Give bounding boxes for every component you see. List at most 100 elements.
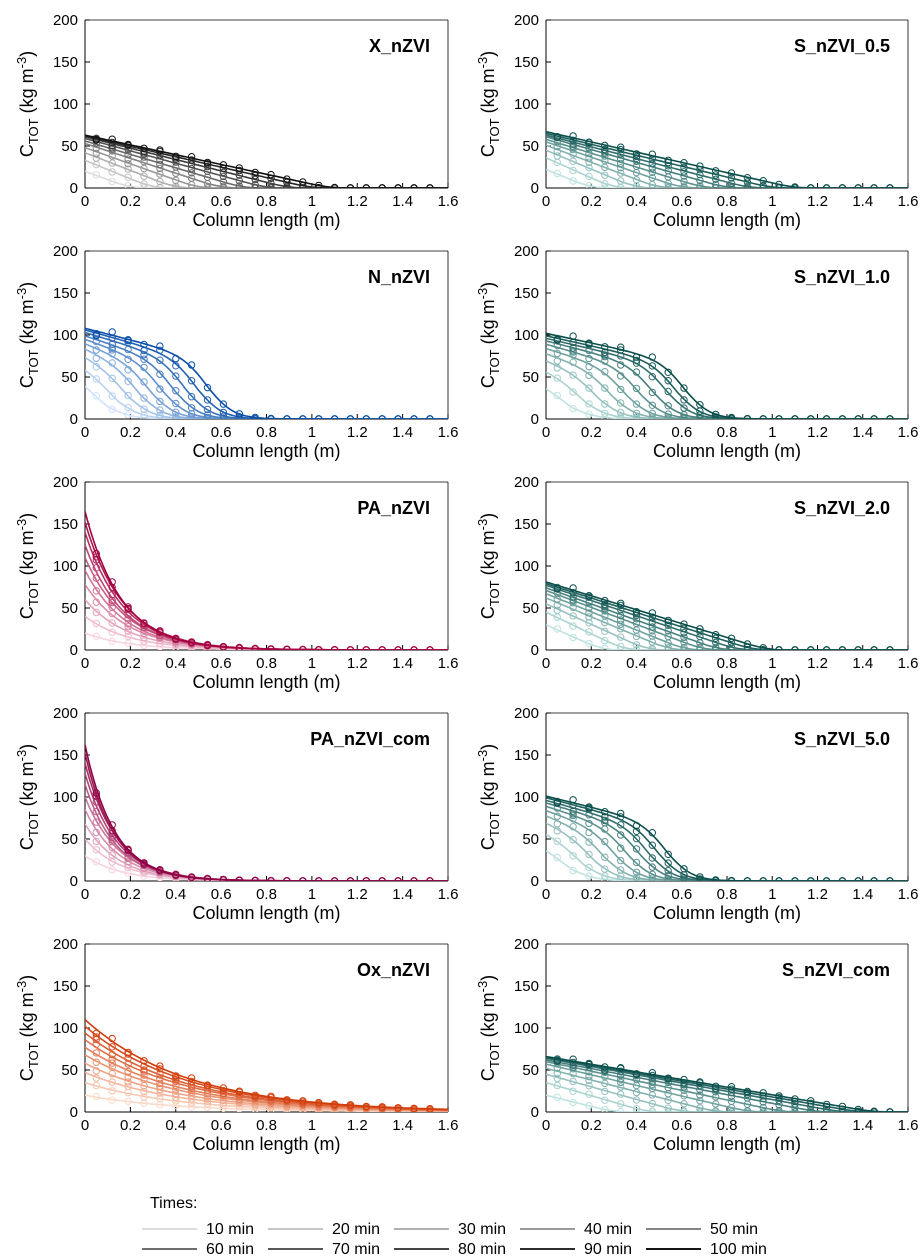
- data-point: [696, 1078, 704, 1086]
- data-point: [219, 1084, 228, 1092]
- data-point: [648, 841, 656, 849]
- data-point: [585, 819, 593, 828]
- data-point: [712, 175, 720, 184]
- data-point: [648, 353, 656, 361]
- data-point: [743, 178, 752, 186]
- data-point: [108, 1096, 116, 1104]
- data-point: [632, 1088, 641, 1097]
- data-point: [92, 619, 101, 628]
- x-tick-label: 0.8: [256, 424, 277, 441]
- data-point: [410, 877, 418, 881]
- data-point: [283, 182, 291, 188]
- data-point: [394, 415, 402, 419]
- data-point: [648, 627, 656, 635]
- data-point: [870, 1107, 878, 1112]
- data-point: [601, 171, 609, 180]
- y-tick-label: 200: [514, 705, 539, 722]
- x-tick-label: 1: [308, 655, 316, 672]
- data-point: [219, 168, 228, 177]
- data-point: [727, 184, 736, 188]
- y-tick-label: 200: [53, 474, 78, 491]
- data-point: [648, 632, 656, 640]
- data-point: [140, 619, 148, 627]
- data-point: [601, 644, 609, 650]
- data-point: [648, 362, 656, 370]
- data-point: [585, 1082, 593, 1090]
- data-point: [219, 161, 228, 169]
- y-tick-label: 100: [53, 789, 78, 806]
- data-point: [680, 404, 688, 412]
- series-group: [546, 581, 908, 650]
- data-point: [664, 627, 672, 635]
- data-point: [92, 136, 101, 144]
- data-point: [187, 393, 196, 401]
- data-point: [712, 1093, 720, 1101]
- data-point: [791, 183, 799, 188]
- x-tick-label: 1: [768, 1117, 776, 1134]
- data-point: [601, 384, 609, 392]
- panel-title: S_nZVI_1.0: [794, 267, 890, 287]
- chart-panel-5: 0 0.2 0.4 0.6 0.8 1 1.2 1.4 1.6 0 50 100 150 200 Colum…: [14, 474, 458, 692]
- data-point: [569, 866, 577, 875]
- data-point: [172, 372, 180, 380]
- data-point: [187, 638, 196, 646]
- data-point: [124, 182, 132, 188]
- data-point: [617, 616, 625, 624]
- x-tick-label: 1.4: [852, 193, 873, 210]
- data-point: [156, 164, 164, 173]
- data-point: [108, 596, 116, 605]
- data-point: [569, 1058, 577, 1067]
- data-point: [108, 590, 116, 599]
- data-point: [124, 1067, 132, 1076]
- data-point: [775, 1108, 783, 1112]
- data-point: [156, 1062, 164, 1070]
- data-point: [601, 1063, 609, 1071]
- data-point: [569, 852, 577, 860]
- data-point: [92, 846, 101, 854]
- data-point: [156, 146, 164, 154]
- y-tick-label: 150: [514, 285, 539, 302]
- series-line-3: [546, 822, 908, 881]
- y-tick-label: 0: [531, 873, 539, 890]
- data-point: [791, 1108, 799, 1112]
- data-point: [854, 646, 862, 650]
- data-point: [680, 163, 688, 172]
- data-point: [569, 347, 577, 355]
- y-axis-label: CTOT (kg m-3): [475, 51, 502, 157]
- data-point: [124, 336, 132, 345]
- data-point: [124, 391, 132, 400]
- y-tick-label: 150: [514, 516, 539, 533]
- data-point: [92, 789, 101, 797]
- data-point: [648, 168, 656, 177]
- data-point: [601, 1105, 609, 1112]
- data-point: [124, 377, 132, 385]
- data-point: [743, 182, 752, 188]
- data-point: [569, 344, 577, 352]
- data-point: [92, 818, 101, 826]
- data-point: [712, 410, 720, 419]
- data-point: [648, 829, 656, 837]
- x-tick-label: 0.6: [211, 193, 232, 210]
- data-point: [807, 415, 815, 419]
- series-line-5: [85, 796, 448, 881]
- series-line-9: [546, 582, 908, 650]
- data-point: [585, 1101, 593, 1110]
- data-point: [219, 408, 228, 417]
- legend-label-9: 90 min: [584, 1241, 632, 1258]
- data-point: [791, 1095, 799, 1103]
- chart-panel-2: 0 0.2 0.4 0.6 0.8 1 1.2 1.4 1.6 0 50 100 150 200 Colum…: [475, 12, 918, 230]
- data-point: [632, 821, 641, 830]
- data-point: [886, 184, 894, 188]
- series-group: [85, 511, 448, 650]
- x-tick-label: 1: [768, 655, 776, 672]
- data-point: [124, 869, 132, 877]
- data-point: [251, 645, 259, 650]
- x-tick-label: 0.8: [717, 886, 738, 903]
- data-point: [283, 175, 291, 183]
- data-point: [696, 162, 704, 170]
- data-point: [807, 1108, 815, 1112]
- series-line-6: [546, 138, 908, 188]
- data-point: [330, 877, 339, 881]
- data-point: [251, 175, 259, 184]
